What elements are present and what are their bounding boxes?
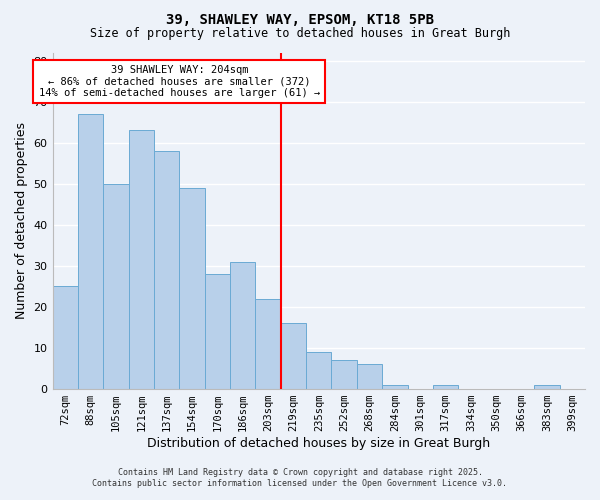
Bar [331, 360, 357, 389]
X-axis label: Distribution of detached houses by size in Great Burgh: Distribution of detached houses by size … [147, 437, 490, 450]
Bar [534, 385, 560, 389]
Bar [306, 352, 331, 389]
Bar [179, 188, 205, 389]
Text: 39, SHAWLEY WAY, EPSOM, KT18 5PB: 39, SHAWLEY WAY, EPSOM, KT18 5PB [166, 12, 434, 26]
Bar [433, 385, 458, 389]
Bar [230, 262, 256, 389]
Bar [205, 274, 230, 389]
Y-axis label: Number of detached properties: Number of detached properties [15, 122, 28, 320]
Bar [103, 184, 128, 389]
Bar [357, 364, 382, 389]
Bar [382, 385, 407, 389]
Bar [281, 324, 306, 389]
Text: Contains HM Land Registry data © Crown copyright and database right 2025.
Contai: Contains HM Land Registry data © Crown c… [92, 468, 508, 487]
Bar [78, 114, 103, 389]
Bar [128, 130, 154, 389]
Text: 39 SHAWLEY WAY: 204sqm
← 86% of detached houses are smaller (372)
14% of semi-de: 39 SHAWLEY WAY: 204sqm ← 86% of detached… [38, 65, 320, 98]
Text: Size of property relative to detached houses in Great Burgh: Size of property relative to detached ho… [90, 28, 510, 40]
Bar [154, 151, 179, 389]
Bar [53, 286, 78, 389]
Bar [256, 299, 281, 389]
